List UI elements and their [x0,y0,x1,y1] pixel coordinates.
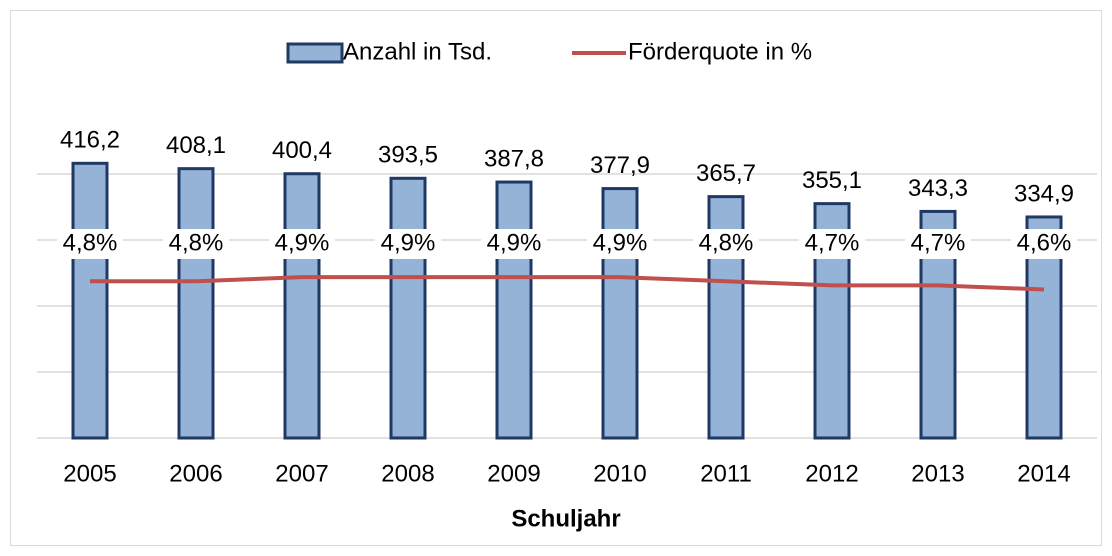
x-tick-label: 2005 [63,460,116,487]
line-value-label: 4,9% [593,229,648,256]
label-background [57,229,123,259]
bar-value-label: 365,7 [696,160,756,187]
x-tick-label: 2010 [593,460,646,487]
bar [495,180,533,440]
label-background [375,229,441,259]
label-background [163,229,229,259]
bar-value-label: 355,1 [802,167,862,194]
legend-label: Anzahl in Tsd. [343,38,492,65]
line-value-label: 4,6% [1017,229,1072,256]
x-tick-label: 2014 [1017,460,1070,487]
label-background [481,229,547,259]
label-background [1011,229,1077,259]
line [90,275,1045,292]
line-value-label: 4,7% [911,229,966,256]
bar-value-label: 343,3 [908,175,968,202]
bar-value-label: 377,9 [590,152,650,179]
line-value-label: 4,7% [805,229,860,256]
legend-swatch-bar [286,42,344,64]
x-tick-label: 2011 [700,460,752,487]
label-background [587,229,653,259]
label-background [799,229,865,259]
label-background [905,229,971,259]
bar [283,172,321,440]
label-background [693,229,759,259]
x-axis-label: Schuljahr [511,505,620,532]
legend-label: Förderquote in % [628,38,812,65]
bar-value-label: 334,9 [1014,180,1074,207]
x-tick-label: 2006 [169,460,222,487]
x-tick-label: 2009 [487,460,540,487]
bar-value-label: 387,8 [484,145,544,172]
bar [71,161,109,440]
x-tick-label: 2008 [381,460,434,487]
line-value-label: 4,9% [381,229,436,256]
bar [601,187,639,440]
x-tick-label: 2013 [911,460,964,487]
bar-value-label: 408,1 [166,132,226,159]
line-value-label: 4,8% [169,229,224,256]
line-value-label: 4,8% [699,229,754,256]
bar [389,176,427,440]
line-value-label: 4,8% [63,229,118,256]
line-value-label: 4,9% [487,229,542,256]
line-value-label: 4,9% [275,229,330,256]
bar-value-label: 400,4 [272,137,332,164]
bar-value-label: 393,5 [378,142,438,169]
bar-value-label: 416,2 [60,127,120,154]
x-tick-label: 2007 [275,460,328,487]
bar [177,167,215,440]
label-background [269,229,335,259]
x-tick-label: 2012 [805,460,858,487]
